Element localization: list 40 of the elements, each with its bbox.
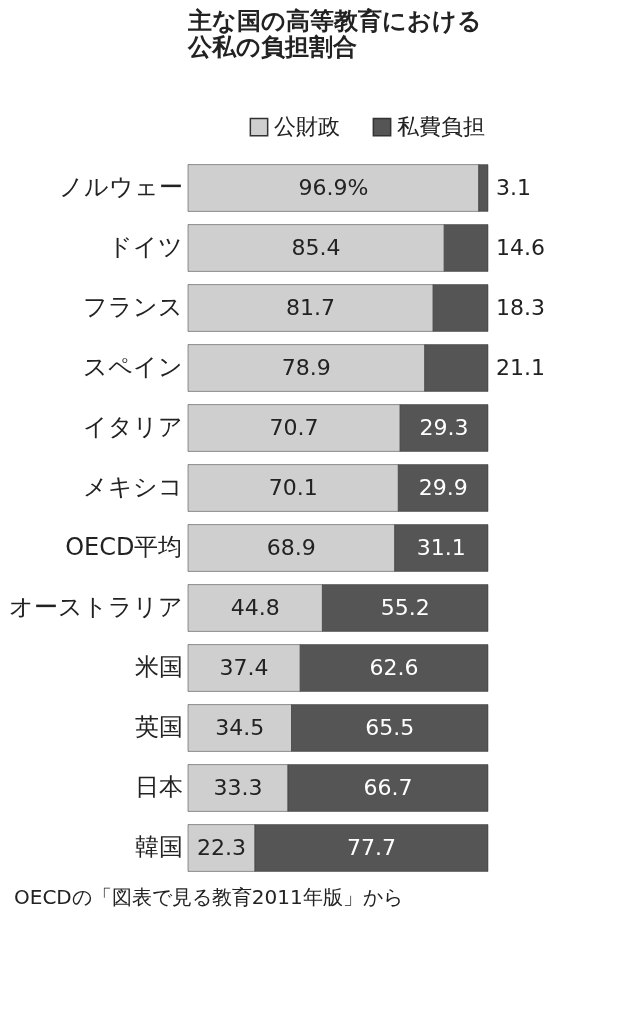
y-tick-label: 日本 (134, 773, 183, 801)
chart-title: 主な国の高等教育における公私の負担割合 (187, 7, 482, 61)
y-tick-label: ドイツ (107, 233, 183, 261)
data-label: 34.5 (215, 715, 265, 740)
y-tick-label: 英国 (134, 713, 183, 741)
y-tick-label: メキシコ (82, 473, 183, 501)
y-tick-label: OECD平均 (65, 533, 183, 561)
data-label: 55.2 (380, 595, 430, 620)
data-label: 37.4 (219, 655, 269, 680)
legend-label: 公財政 (274, 114, 340, 140)
data-label: 77.7 (346, 835, 396, 860)
data-label: 62.6 (369, 655, 419, 680)
text: OECDの「図表で見る教育2011年版」から (14, 884, 404, 911)
data-label: 70.7 (269, 415, 319, 440)
data-label: 66.7 (363, 775, 413, 800)
y-tick-label: 米国 (134, 653, 183, 681)
y-tick-label: スペイン (82, 353, 183, 381)
data-label: 33.3 (213, 775, 263, 800)
data-label: 44.8 (230, 595, 280, 620)
data-label: 65.5 (365, 715, 415, 740)
y-tick-label: 韓国 (134, 833, 183, 861)
data-label: 68.9 (266, 535, 316, 560)
data-label: 22.3 (196, 835, 246, 860)
data-label: 18.3 (496, 295, 545, 320)
data-label: 96.9% (298, 175, 369, 200)
data-label: 3.1 (496, 175, 531, 200)
data-label: 29.9 (418, 475, 468, 500)
y-tick-label: イタリア (82, 413, 183, 441)
y-tick-label: オーストラリア (8, 593, 183, 621)
data-label: 29.3 (419, 415, 469, 440)
y-tick-label: フランス (82, 293, 183, 321)
data-label: 78.9 (281, 355, 331, 380)
data-label: 81.7 (286, 295, 336, 320)
data-label: 70.1 (268, 475, 318, 500)
data-label: 21.1 (496, 355, 545, 380)
y-tick-label: ノルウェー (58, 173, 183, 201)
data-label: 14.6 (496, 235, 545, 260)
data-label: 85.4 (291, 235, 341, 260)
legend-label: 私費負担 (397, 114, 485, 140)
data-label: 31.1 (416, 535, 466, 560)
